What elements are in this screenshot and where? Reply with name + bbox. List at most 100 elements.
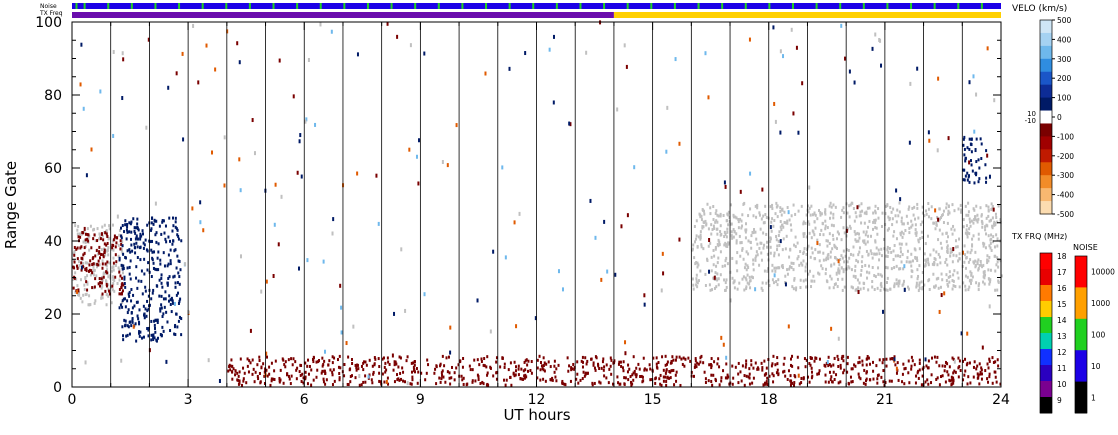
scatter-cell bbox=[292, 357, 295, 361]
scatter-cell bbox=[782, 362, 785, 366]
noise-bar-ticks bbox=[75, 3, 983, 9]
scatter-cell bbox=[689, 359, 692, 363]
scatter-cell bbox=[522, 369, 525, 373]
scatter-cell bbox=[950, 227, 953, 231]
scatter-cell bbox=[104, 253, 107, 257]
scatter-cell bbox=[867, 356, 870, 360]
scatter-cell bbox=[355, 368, 358, 372]
scatter-cell bbox=[657, 361, 660, 365]
scatter-cell bbox=[752, 268, 755, 272]
sparse-echo bbox=[132, 324, 135, 329]
scatter-cell bbox=[782, 370, 785, 374]
scatter-cell bbox=[748, 372, 751, 376]
sparse-echo bbox=[879, 38, 882, 43]
scatter-cell bbox=[985, 232, 988, 236]
scatter-cell bbox=[957, 356, 960, 360]
scatter-cell bbox=[947, 284, 950, 288]
scatter-cell bbox=[841, 288, 844, 292]
scatter-cell bbox=[810, 370, 813, 374]
scatter-cell bbox=[766, 240, 769, 244]
scatter-cell bbox=[696, 265, 699, 269]
scatter-cell bbox=[449, 382, 452, 386]
scatter-cell bbox=[887, 215, 890, 219]
scatter-cell bbox=[121, 299, 124, 303]
scatter-cell bbox=[85, 266, 88, 270]
sparse-echo bbox=[121, 96, 124, 101]
scatter-cell bbox=[996, 256, 999, 260]
scatter-cell bbox=[868, 219, 871, 223]
sparse-echo bbox=[835, 271, 838, 276]
scatter-cell bbox=[910, 252, 913, 256]
scatter-cell bbox=[987, 209, 990, 213]
scatter-cell bbox=[980, 368, 983, 372]
scatter-cell bbox=[927, 279, 930, 283]
scatter-cell bbox=[977, 288, 980, 292]
sparse-echo bbox=[624, 340, 627, 345]
scatter-cell bbox=[847, 381, 850, 385]
scatter-cell bbox=[793, 243, 796, 247]
scatter-cell bbox=[92, 237, 95, 241]
scatter-cell bbox=[975, 204, 978, 208]
scatter-cell bbox=[773, 266, 776, 270]
scatter-cell bbox=[989, 246, 992, 250]
scatter-cell bbox=[987, 214, 990, 218]
scatter-cell bbox=[770, 364, 773, 368]
scatter-cell bbox=[92, 262, 95, 266]
sparse-echo bbox=[784, 282, 787, 287]
scatter-cell bbox=[141, 336, 144, 340]
scatter-cell bbox=[263, 382, 266, 386]
scatter-cell bbox=[743, 288, 746, 292]
scatter-cell bbox=[871, 280, 874, 284]
velocity-tick-label: 500 bbox=[1057, 16, 1072, 25]
scatter-cell bbox=[409, 382, 412, 386]
scatter-cell bbox=[895, 278, 898, 282]
scatter-cell bbox=[921, 270, 924, 274]
scatter-cell bbox=[696, 261, 699, 265]
x-tick-label: 15 bbox=[644, 392, 662, 408]
scatter-cell bbox=[752, 231, 755, 235]
scatter-cell bbox=[131, 320, 134, 324]
noise-swatch bbox=[1075, 256, 1087, 288]
scatter-cell bbox=[903, 279, 906, 283]
scatter-cell bbox=[946, 246, 949, 250]
scatter-cell bbox=[946, 248, 949, 252]
scatter-cell bbox=[74, 224, 77, 228]
scatter-cell bbox=[732, 281, 735, 285]
sparse-echo bbox=[274, 182, 277, 187]
scatter-cell bbox=[933, 355, 936, 359]
scatter-cell bbox=[980, 377, 983, 381]
scatter-cell bbox=[977, 266, 980, 270]
scatter-cell bbox=[322, 380, 325, 384]
scatter-cell bbox=[966, 275, 969, 279]
scatter-cell bbox=[169, 262, 172, 266]
noise-bar-mark bbox=[673, 3, 676, 9]
scatter-cell bbox=[439, 362, 442, 366]
scatter-cell bbox=[147, 294, 150, 298]
scatter-cell bbox=[973, 218, 976, 222]
scatter-cell bbox=[941, 278, 944, 282]
scatter-cell bbox=[103, 248, 106, 252]
scatter-cell bbox=[420, 371, 423, 375]
scatter-cell bbox=[842, 211, 845, 215]
txfreq-segment-1 bbox=[613, 12, 1001, 18]
sparse-echo bbox=[720, 335, 723, 340]
scatter-cell bbox=[152, 335, 155, 339]
sparse-echo bbox=[952, 246, 955, 251]
scatter-cell bbox=[842, 249, 845, 253]
scatter-cell bbox=[746, 273, 749, 277]
sparse-echo bbox=[623, 43, 626, 48]
scatter-cell bbox=[946, 370, 949, 374]
scatter-cell bbox=[861, 209, 864, 213]
scatter-cell bbox=[744, 230, 747, 234]
scatter-cell bbox=[80, 256, 83, 260]
scatter-cell bbox=[107, 246, 110, 250]
scatter-cell bbox=[871, 360, 874, 364]
scatter-cell bbox=[918, 281, 921, 285]
scatter-cell bbox=[959, 210, 962, 214]
scatter-cell bbox=[87, 239, 90, 243]
scatter-cell bbox=[700, 214, 703, 218]
scatter-cell bbox=[105, 270, 108, 274]
scatter-cell bbox=[349, 380, 352, 384]
scatter-cell bbox=[910, 275, 913, 279]
scatter-cell bbox=[152, 222, 155, 226]
